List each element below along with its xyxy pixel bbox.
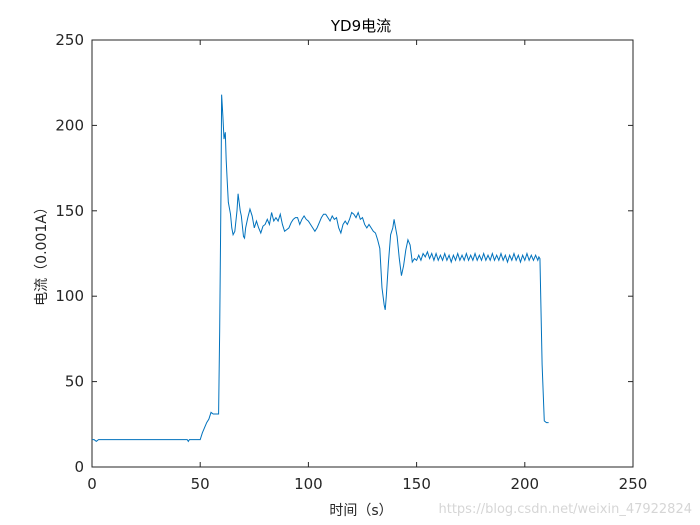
x-tick-label: 0 [87, 475, 97, 493]
watermark: https://blog.csdn.net/weixin_47922824 [438, 502, 692, 517]
y-axis: 0 50 100 150 200 250 [55, 31, 633, 476]
series-line [92, 94, 549, 443]
y-tick-label: 0 [74, 458, 84, 476]
y-tick-label: 150 [55, 202, 84, 220]
x-axis-label: 时间（s） [329, 503, 392, 519]
y-axis-label: 电流（0.001A） [34, 200, 50, 306]
x-tick-label: 250 [619, 475, 648, 493]
x-tick-label: 200 [510, 475, 539, 493]
x-tick-label: 100 [294, 475, 323, 493]
x-tick-label: 50 [191, 475, 210, 493]
x-axis: 0 50 100 150 200 250 [87, 40, 647, 493]
plot-area [91, 39, 634, 468]
y-tick-label: 250 [55, 31, 84, 49]
y-tick-label: 100 [55, 287, 84, 305]
x-tick-label: 150 [402, 475, 431, 493]
y-tick-label: 50 [65, 373, 84, 391]
y-tick-label: 200 [55, 116, 84, 134]
chart-title: YD9电流 [330, 17, 391, 35]
